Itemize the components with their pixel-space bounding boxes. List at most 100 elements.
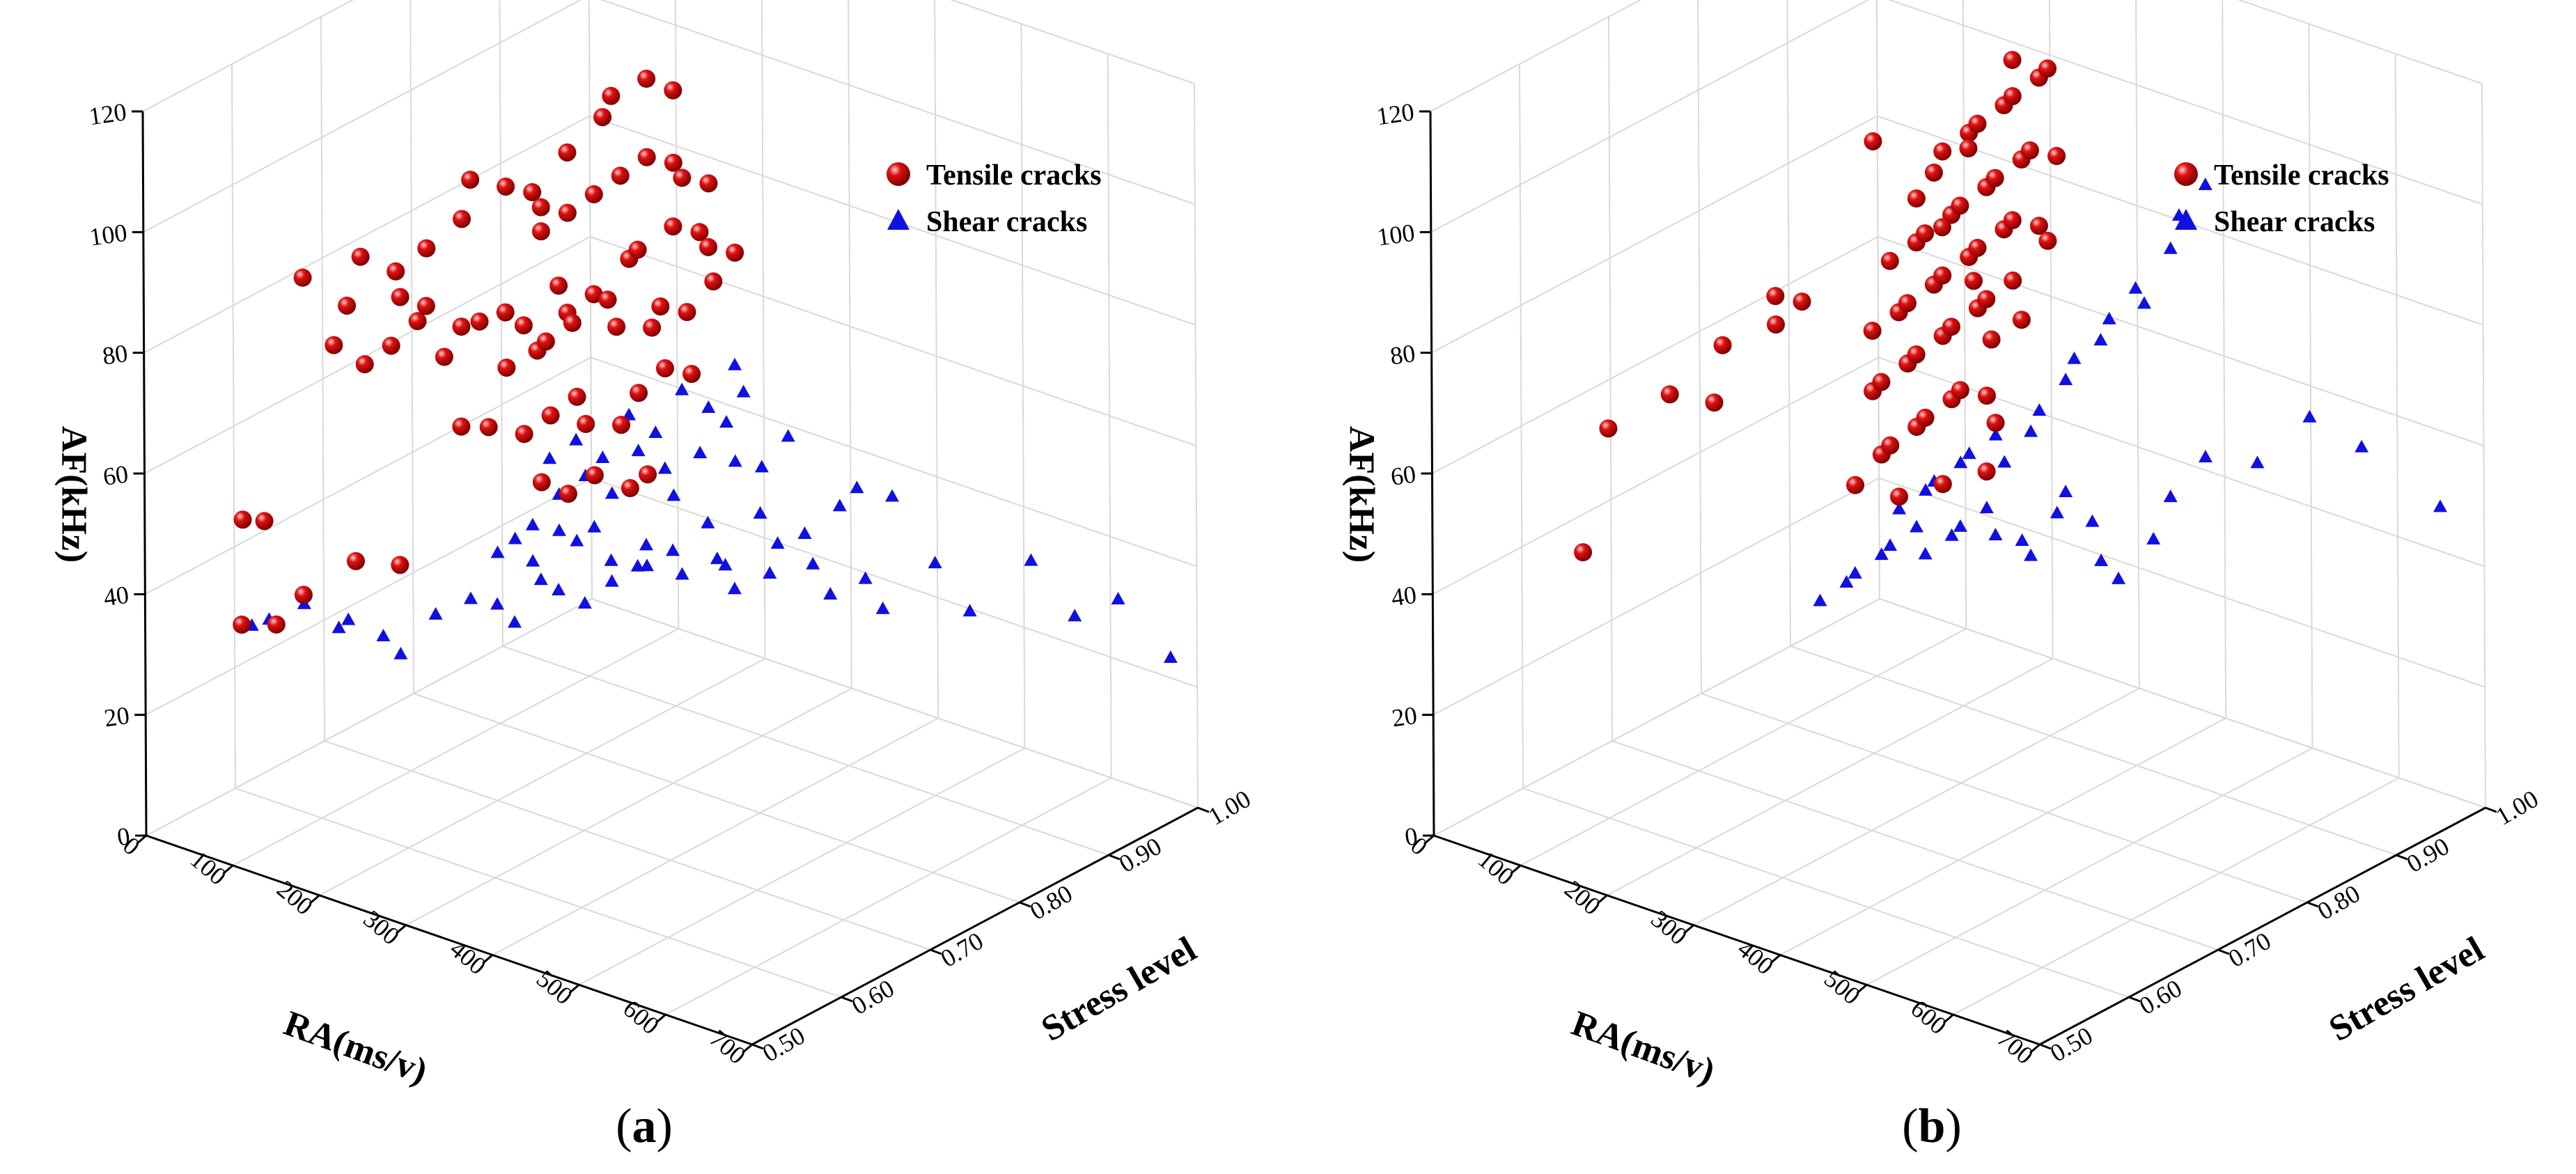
shear-point — [719, 415, 734, 428]
shear-point — [850, 480, 864, 494]
shear-point — [1024, 553, 1038, 566]
grid-line — [2222, 0, 2227, 719]
tensile-point — [351, 247, 370, 266]
z-tick-label: 20 — [1390, 701, 1419, 733]
grid-line — [578, 747, 1025, 986]
z-axis-title: AF(kHz) — [54, 426, 94, 563]
grid-line — [1701, 693, 2308, 903]
shear-point — [727, 581, 742, 595]
tensile-point — [1977, 290, 1996, 308]
shear-point — [2433, 499, 2448, 512]
shear-point — [728, 454, 742, 467]
grid-line — [1697, 0, 1702, 694]
tensile-point — [346, 551, 365, 570]
shear-point — [1874, 547, 1889, 561]
x-tick — [1423, 834, 1435, 845]
y-tick-label: 0.90 — [2402, 832, 2454, 878]
tensile-point — [293, 268, 312, 287]
shear-point — [736, 384, 751, 398]
y-tick-label: 1.00 — [2491, 785, 2543, 831]
legend-tensile-label: Tensile cracks — [2214, 159, 2389, 191]
tensile-point — [607, 318, 626, 336]
tensile-point — [585, 466, 604, 485]
z-tick-label: 40 — [102, 581, 130, 612]
shear-point — [1813, 593, 1827, 606]
shear-point — [2050, 506, 2064, 519]
grid-line — [1790, 645, 2397, 856]
grid-line — [1432, 236, 1878, 474]
z-tick-label: 80 — [1389, 339, 1417, 370]
shear-point — [2015, 533, 2029, 547]
z-tick-label: 60 — [1389, 460, 1417, 491]
shear-point — [639, 558, 654, 572]
tensile-point — [1881, 436, 1900, 455]
tensile-point — [497, 177, 515, 196]
grid-line — [324, 740, 931, 950]
panel-label: (a) — [616, 1099, 673, 1153]
grid-line — [1520, 627, 1967, 866]
y-tick — [2128, 996, 2141, 1003]
shear-point — [806, 556, 820, 570]
shear-point — [2067, 351, 2082, 364]
tensile-point — [479, 418, 498, 437]
grid-line — [591, 477, 1198, 688]
tensile-point — [2047, 147, 2066, 166]
shear-point — [631, 444, 646, 457]
y-tick — [2039, 1043, 2052, 1050]
shear-point — [858, 571, 873, 584]
tensile-point — [1933, 475, 1952, 494]
grid-line — [1430, 0, 1870, 233]
x-tick — [136, 834, 147, 845]
shear-point — [533, 572, 548, 586]
grid-line — [2049, 0, 2054, 659]
grid-line — [146, 598, 593, 836]
shear-point — [2024, 424, 2038, 437]
shear-point — [2094, 553, 2109, 566]
grid-line — [145, 477, 592, 716]
shear-point — [1944, 528, 1959, 541]
grid-line — [949, 0, 1195, 84]
y-axis — [751, 806, 1199, 1046]
z-axis-title: AF(kHz) — [1342, 426, 1382, 563]
grid-line — [1607, 657, 2054, 896]
grid-line — [143, 115, 591, 354]
grid-line — [934, 0, 939, 719]
shear-point — [875, 601, 890, 614]
tensile-point — [699, 237, 718, 256]
grid-line — [1433, 477, 1880, 716]
shear-point — [781, 429, 795, 442]
grid-line — [2237, 0, 2483, 84]
grid-line — [1878, 236, 2484, 446]
tensile-point — [2021, 141, 2039, 159]
shear-point — [832, 499, 847, 512]
tensile-point — [584, 185, 603, 203]
shear-point — [393, 646, 408, 659]
shear-point — [331, 620, 346, 634]
tensile-point — [1599, 419, 1618, 438]
tensile-point — [1907, 189, 1926, 208]
shear-point — [701, 515, 715, 529]
grid-line — [409, 0, 414, 694]
shear-point — [1892, 501, 1907, 515]
grid-line — [1693, 687, 2140, 926]
grid-line — [2135, 0, 2140, 689]
tensile-point — [651, 297, 670, 316]
tensile-point — [2038, 59, 2057, 78]
tensile-point — [637, 148, 656, 166]
shear-point — [1988, 528, 2003, 541]
tensile-point — [531, 198, 550, 217]
x-axis-title: RA(ms/v) — [279, 1003, 432, 1092]
shear-point — [2137, 296, 2152, 309]
tensile-point — [1713, 336, 1732, 354]
shear-point — [2250, 455, 2265, 469]
shear-point — [490, 597, 505, 610]
shear-point — [463, 591, 478, 604]
tensile-point — [1880, 251, 1899, 270]
y-tick — [1019, 901, 1031, 908]
shear-point — [1997, 455, 2012, 468]
tensile-point — [1864, 132, 1882, 150]
tensile-point — [628, 240, 647, 259]
y-tick-label: 0.70 — [2224, 927, 2276, 973]
y-tick-label: 0.70 — [936, 927, 988, 973]
